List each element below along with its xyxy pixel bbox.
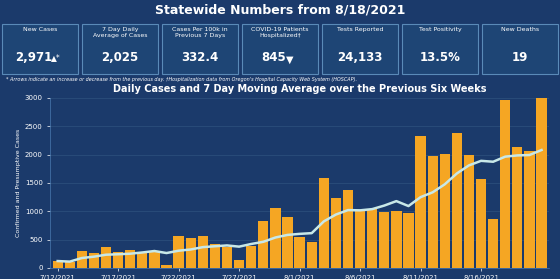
Bar — [452, 133, 462, 268]
Bar — [234, 261, 244, 268]
Bar — [403, 213, 414, 268]
Bar — [161, 265, 172, 268]
Bar — [343, 190, 353, 268]
Text: COVID-19 Patients
Hospitalized†: COVID-19 Patients Hospitalized† — [251, 27, 309, 38]
Bar — [137, 252, 147, 268]
Bar — [440, 154, 450, 268]
Text: 845: 845 — [261, 51, 286, 64]
Text: New Cases: New Cases — [23, 27, 57, 32]
Bar — [476, 179, 486, 268]
Bar — [427, 156, 438, 268]
Bar — [391, 211, 402, 268]
Text: 332.4: 332.4 — [181, 51, 218, 64]
FancyBboxPatch shape — [321, 24, 398, 74]
Bar — [53, 261, 63, 268]
Text: ▼: ▼ — [286, 55, 293, 65]
Text: 24,133: 24,133 — [337, 51, 382, 64]
Text: Cases Per 100k in
Previous 7 Days: Cases Per 100k in Previous 7 Days — [172, 27, 228, 38]
Bar — [64, 262, 75, 268]
FancyBboxPatch shape — [242, 24, 318, 74]
Bar — [174, 236, 184, 268]
Bar — [246, 246, 256, 268]
Bar — [270, 208, 281, 268]
Text: ▲*: ▲* — [51, 54, 60, 62]
Bar — [150, 252, 160, 268]
FancyBboxPatch shape — [482, 24, 558, 74]
Bar — [101, 247, 111, 268]
Bar — [258, 221, 268, 268]
Y-axis label: Confirmed and Presumptive Cases: Confirmed and Presumptive Cases — [16, 129, 21, 237]
Bar — [512, 147, 522, 268]
Bar — [416, 136, 426, 268]
Text: 7 Day Daily
Average of Cases: 7 Day Daily Average of Cases — [93, 27, 147, 38]
Title: Daily Cases and 7 Day Moving Average over the Previous Six Weeks: Daily Cases and 7 Day Moving Average ove… — [113, 85, 486, 95]
Bar — [536, 98, 547, 268]
Text: 2,025: 2,025 — [101, 51, 139, 64]
Bar — [77, 251, 87, 268]
Bar — [367, 209, 377, 268]
Bar — [464, 155, 474, 268]
Bar — [379, 212, 389, 268]
Text: 19: 19 — [512, 51, 528, 64]
FancyBboxPatch shape — [162, 24, 239, 74]
Text: Tests Reported: Tests Reported — [337, 27, 383, 32]
FancyBboxPatch shape — [2, 24, 78, 74]
Text: New Deaths: New Deaths — [501, 27, 539, 32]
FancyBboxPatch shape — [82, 24, 158, 74]
Bar — [198, 235, 208, 268]
Bar — [282, 217, 293, 268]
Text: 2,971: 2,971 — [15, 51, 52, 64]
Bar — [306, 242, 317, 268]
Bar — [295, 237, 305, 268]
Bar — [319, 178, 329, 268]
Bar — [488, 219, 498, 268]
Bar — [524, 151, 535, 268]
Bar — [125, 250, 136, 268]
Text: Test Positivity: Test Positivity — [419, 27, 461, 32]
Bar — [331, 198, 341, 268]
Text: * Arrows indicate an increase or decrease from the previous day. †Hospitalizatio: * Arrows indicate an increase or decreas… — [6, 77, 357, 82]
FancyBboxPatch shape — [402, 24, 478, 74]
Bar — [355, 210, 365, 268]
Bar — [113, 252, 123, 268]
Bar — [89, 252, 99, 268]
Bar — [210, 244, 220, 268]
Bar — [185, 238, 196, 268]
Text: Statewide Numbers from 8/18/2021: Statewide Numbers from 8/18/2021 — [155, 4, 405, 16]
Text: 13.5%: 13.5% — [419, 51, 460, 64]
Bar — [500, 100, 510, 268]
Bar — [222, 247, 232, 268]
